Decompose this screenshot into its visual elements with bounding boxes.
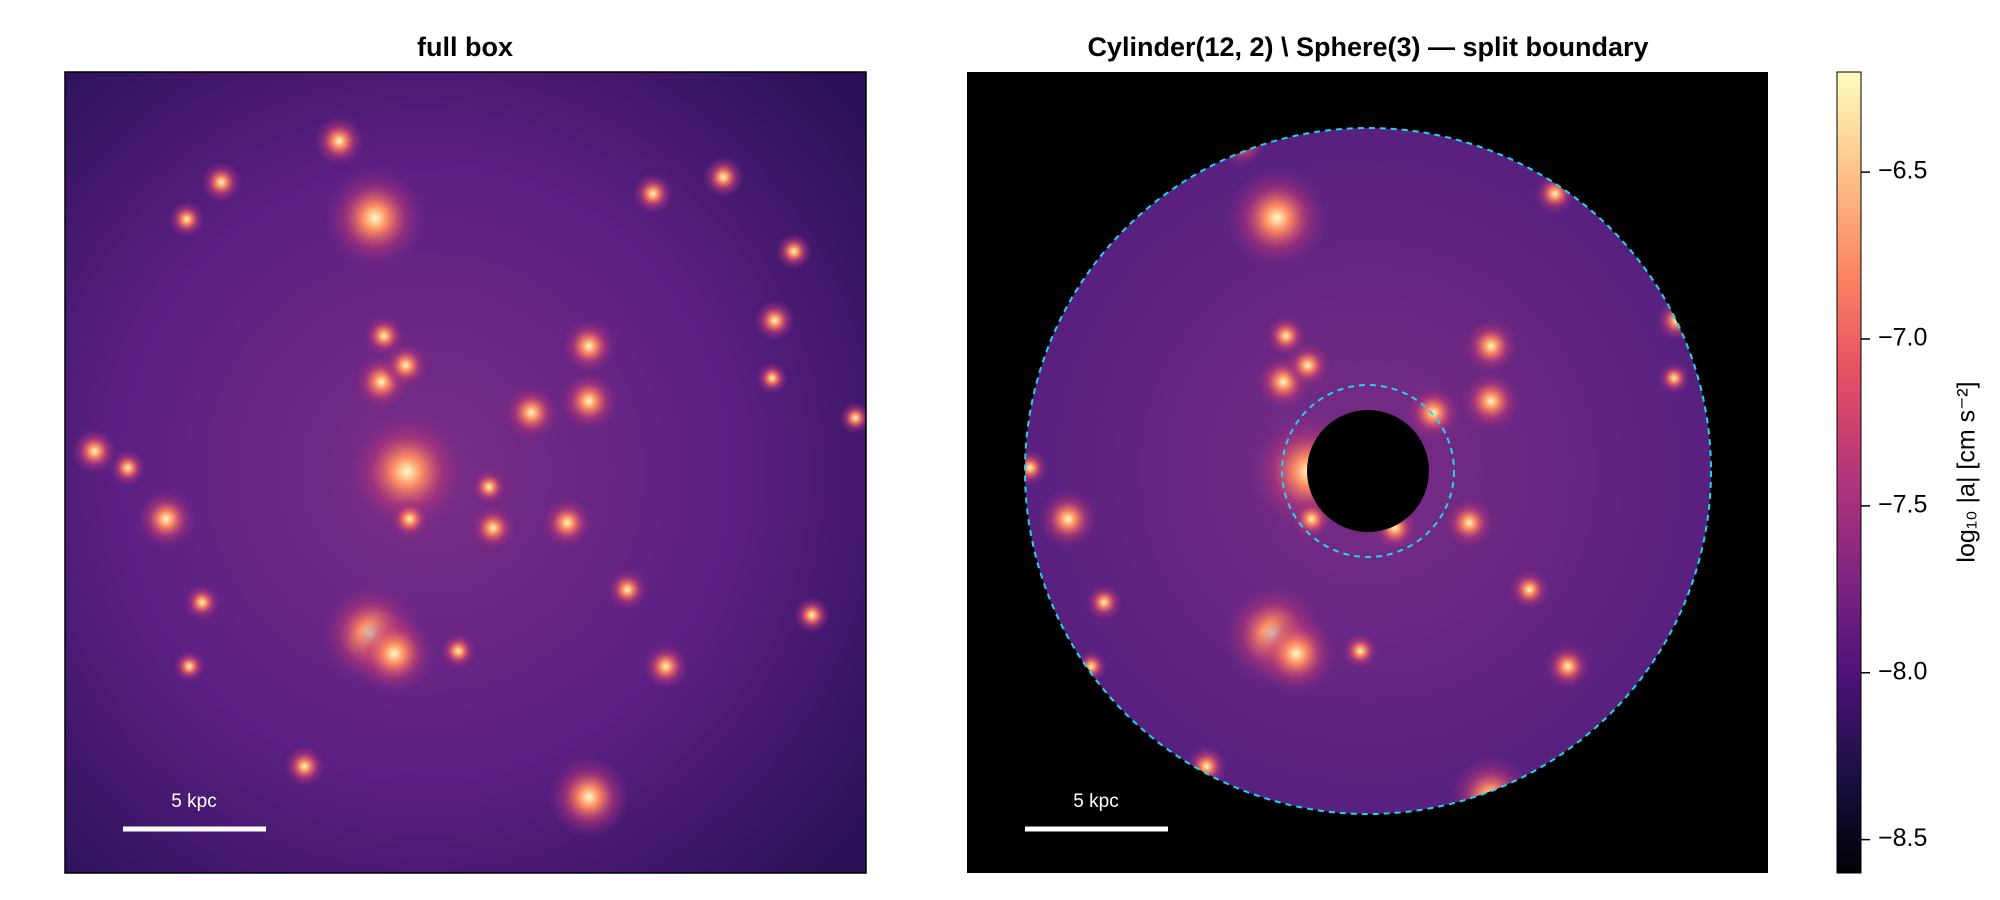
- bright-region: [793, 596, 831, 634]
- bright-region: [183, 583, 221, 621]
- panel-title: Cylinder(12, 2) \ Sphere(3) — split boun…: [1087, 32, 1648, 62]
- bright-region: [324, 167, 426, 269]
- colorbar: log₁₀ |a| [cm s⁻²] −6.5 −7.0 −7.5 −8.0 −8.5: [1836, 71, 1981, 874]
- bright-region: [388, 498, 431, 540]
- bright-region: [313, 115, 365, 167]
- bright-region: [702, 156, 745, 198]
- colorbar-tick-label: −8.0: [1878, 657, 1927, 685]
- bright-region: [470, 468, 508, 506]
- colorbar-tick-label: −6.5: [1878, 157, 1927, 185]
- bright-region: [1254, 612, 1338, 696]
- bright-region: [839, 401, 866, 435]
- scale-bar-label: 5 kpc: [1073, 791, 1118, 812]
- bright-region: [200, 161, 243, 203]
- bright-region: [775, 232, 813, 270]
- bright-region: [1463, 318, 1519, 374]
- bright-region: [469, 504, 516, 552]
- colorbar-label: log₁₀ |a| [cm s⁻²]: [1953, 381, 1981, 562]
- bright-region: [1657, 362, 1691, 395]
- scale-bar-label: 5 kpc: [171, 791, 216, 812]
- bright-region: [1405, 385, 1461, 441]
- panel-left: 5 kpc: [64, 71, 867, 874]
- bright-region: [1226, 167, 1328, 269]
- colorbar-tick-label: −7.5: [1878, 490, 1927, 518]
- bright-region: [1284, 342, 1331, 389]
- bright-region: [71, 428, 118, 475]
- bright-region: [1038, 489, 1099, 550]
- bright-region: [136, 489, 197, 550]
- bright-region: [439, 632, 477, 670]
- frame: [64, 71, 867, 874]
- bright-region: [1544, 643, 1591, 690]
- bright-region: [753, 299, 796, 342]
- colorbar-tick-label: −7.0: [1878, 324, 1927, 352]
- bright-region: [642, 643, 689, 690]
- bright-region: [283, 745, 326, 788]
- bright-region: [561, 318, 617, 374]
- bright-region: [352, 612, 436, 696]
- bright-region: [503, 385, 559, 441]
- bright-region: [606, 568, 649, 611]
- excised-sphere: [1307, 410, 1429, 532]
- bright-region: [632, 172, 674, 215]
- bright-region: [755, 362, 789, 395]
- bright-region: [558, 371, 619, 432]
- inner-boundary: [1281, 384, 1455, 558]
- colorbar-tick-label: −8.5: [1878, 824, 1927, 852]
- bright-region: [1025, 449, 1049, 487]
- bright-region: [1085, 583, 1123, 621]
- bright-region: [1460, 371, 1521, 432]
- bright-region: [109, 449, 147, 487]
- bright-regions: [71, 115, 866, 839]
- bright-region: [547, 755, 631, 839]
- panel-title: full box: [417, 32, 513, 62]
- bright-region: [173, 650, 206, 683]
- bright-region: [382, 342, 429, 389]
- outer-boundary: [1024, 127, 1712, 815]
- colorbar-gradient: [1836, 71, 1862, 874]
- bright-region: [347, 411, 467, 532]
- bright-region: [1443, 497, 1495, 549]
- bright-region: [168, 200, 206, 238]
- bright-region: [541, 497, 593, 549]
- bright-region: [1508, 568, 1551, 611]
- panel-right: 5 kpc: [967, 72, 1768, 873]
- bright-region: [1341, 632, 1379, 670]
